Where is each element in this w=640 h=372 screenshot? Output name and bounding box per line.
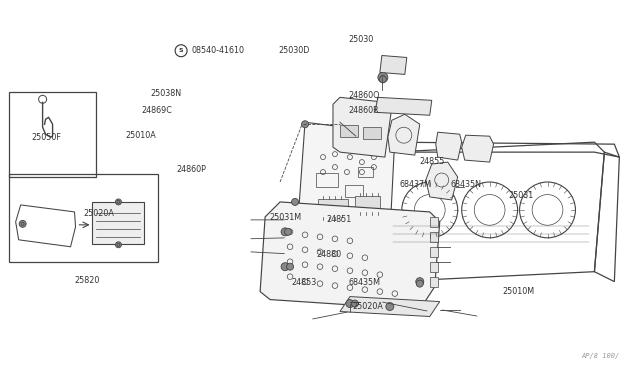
Text: 24851: 24851 (326, 215, 351, 224)
Text: 24860R: 24860R (349, 106, 380, 115)
Text: 68435N: 68435N (451, 180, 482, 189)
Text: 08540-41610: 08540-41610 (191, 46, 244, 55)
Polygon shape (461, 135, 493, 162)
Text: 24880: 24880 (317, 250, 342, 259)
Circle shape (281, 228, 289, 236)
Bar (93, 202, 145, 244)
Text: 25010A: 25010A (125, 131, 156, 141)
Bar (430, 277, 438, 286)
Polygon shape (340, 296, 440, 317)
Circle shape (386, 302, 394, 311)
Circle shape (115, 242, 122, 248)
Bar (363, 127, 381, 139)
Polygon shape (388, 114, 420, 155)
Text: 25031: 25031 (508, 191, 534, 200)
Text: 25038N: 25038N (151, 89, 182, 98)
Text: 25020A: 25020A (352, 302, 383, 311)
Circle shape (416, 280, 423, 287)
Circle shape (19, 220, 26, 227)
Text: 25050F: 25050F (31, 133, 61, 142)
Polygon shape (298, 122, 395, 237)
Bar (430, 247, 438, 257)
Text: 68437M: 68437M (400, 180, 432, 189)
Text: 25030D: 25030D (278, 46, 310, 55)
Circle shape (416, 278, 424, 286)
Text: 25030: 25030 (349, 35, 374, 44)
Circle shape (351, 300, 358, 307)
Polygon shape (426, 162, 458, 200)
Bar (340, 125, 358, 137)
Circle shape (301, 121, 308, 128)
Bar (358, 167, 373, 177)
Polygon shape (436, 132, 461, 160)
Text: 25010M: 25010M (502, 287, 534, 296)
Text: 24860P: 24860P (176, 165, 206, 174)
Bar (430, 217, 438, 227)
Text: S: S (179, 48, 184, 53)
Bar (316, 173, 338, 187)
Text: AP/8 100/: AP/8 100/ (581, 353, 620, 359)
Circle shape (378, 73, 388, 82)
Bar (318, 199, 348, 217)
Bar (430, 232, 438, 242)
Circle shape (346, 299, 354, 308)
Text: 25031M: 25031M (269, 213, 301, 222)
Bar (355, 196, 380, 212)
Text: 24869C: 24869C (141, 106, 172, 115)
Circle shape (285, 228, 292, 235)
Text: 25820: 25820 (74, 276, 99, 285)
Circle shape (380, 76, 387, 83)
Bar (345, 185, 363, 197)
Bar (9, 92, 97, 177)
Bar (9, 174, 158, 262)
Text: 68435M: 68435M (349, 278, 381, 287)
Polygon shape (260, 202, 440, 310)
Circle shape (287, 263, 294, 270)
Circle shape (292, 198, 298, 205)
Polygon shape (375, 97, 432, 115)
Circle shape (281, 263, 289, 271)
Polygon shape (333, 97, 392, 157)
Polygon shape (380, 55, 407, 74)
Text: 25020A: 25020A (84, 209, 115, 218)
Text: 24853: 24853 (291, 278, 317, 287)
Text: 24860Q: 24860Q (349, 91, 380, 100)
Bar (430, 262, 438, 272)
Text: 24855: 24855 (419, 157, 444, 166)
Circle shape (115, 199, 122, 205)
